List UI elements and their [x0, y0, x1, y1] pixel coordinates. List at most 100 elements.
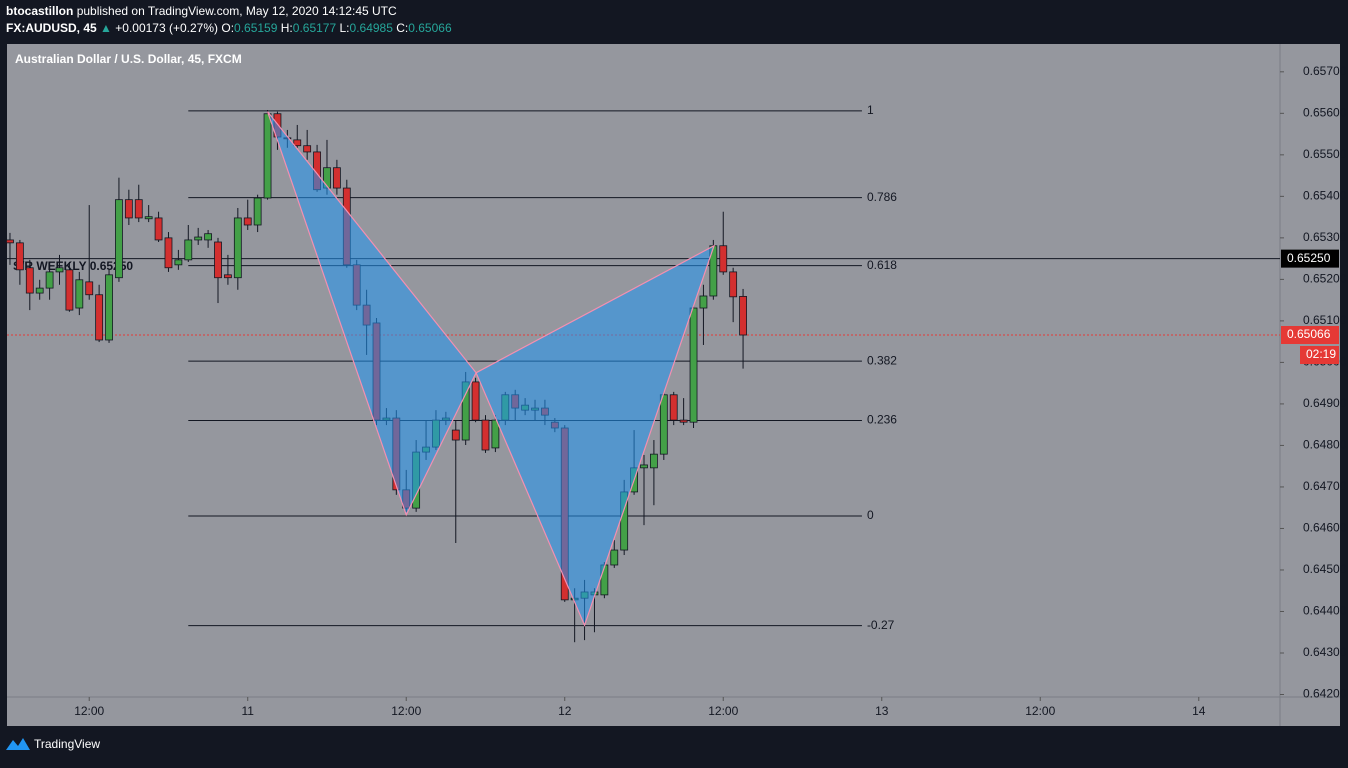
y-tick-label: 0.65400: [1303, 189, 1347, 203]
x-tick-label: 11: [241, 704, 254, 718]
candle-body: [303, 145, 312, 153]
y-tick-label: 0.65200: [1303, 272, 1347, 286]
candle-body: [184, 239, 193, 261]
y-tick-label: 0.64200: [1303, 687, 1347, 701]
candle-body: [233, 217, 242, 279]
y-tick-label: 0.64700: [1303, 479, 1347, 493]
candle-body: [124, 199, 133, 219]
y-tick-label: 0.64900: [1303, 396, 1347, 410]
countdown-label: 02:19: [1306, 347, 1336, 361]
pattern-triangle: [475, 244, 716, 627]
last-price-label: 0.65066: [1287, 327, 1331, 341]
publish-line: btocastillon published on TradingView.co…: [6, 4, 397, 18]
ohlc-key: O:: [221, 21, 234, 35]
sr-label: S/R WEEKLY 0.65250: [13, 259, 133, 273]
candle-body: [154, 217, 163, 241]
candle-body: [85, 281, 94, 296]
candle-body: [224, 274, 232, 279]
candle-body: [659, 394, 668, 455]
fib-label: 0.786: [867, 190, 897, 204]
candle-body: [719, 245, 728, 273]
candle-body: [253, 197, 262, 226]
x-tick-label: 12:00: [1025, 704, 1055, 718]
candle-body: [164, 237, 173, 269]
x-tick-label: 12:00: [708, 704, 738, 718]
candle-body: [174, 259, 183, 266]
candle-body: [610, 549, 619, 566]
brand: TradingView: [34, 737, 100, 751]
ohlc-value: 0.64985: [350, 21, 394, 35]
y-tick-label: 0.64600: [1303, 521, 1347, 535]
ohlc-value: 0.65066: [408, 21, 452, 35]
candle-body: [650, 453, 658, 469]
fib-label: 0.236: [867, 413, 897, 427]
candle-body: [739, 295, 747, 336]
candle-body: [669, 394, 678, 421]
candle-body: [214, 241, 222, 279]
chart-panel: [7, 44, 1340, 726]
last-price-tag: [1281, 326, 1339, 345]
candle-body: [55, 267, 64, 273]
candle-body: [95, 294, 104, 341]
candle-body: [35, 287, 44, 294]
candle-body: [332, 167, 341, 189]
candle-body: [15, 242, 24, 271]
candle-body: [204, 233, 213, 241]
candle-body: [451, 429, 460, 441]
candle-body: [134, 199, 143, 219]
fib-label: 0: [867, 508, 874, 522]
chart-title: Australian Dollar / U.S. Dollar, 45, FXC…: [15, 52, 242, 66]
y-tick-label: 0.65100: [1303, 313, 1347, 327]
logo-icon: [6, 738, 30, 750]
fib-label: 0.618: [867, 258, 897, 272]
x-tick-label: 14: [1192, 704, 1206, 718]
candle-body: [194, 236, 203, 241]
candle-body: [679, 419, 688, 423]
candle-body: [65, 269, 74, 311]
author: btocastillon: [6, 4, 73, 18]
y-tick-label: 0.65300: [1303, 230, 1347, 244]
ohlc-key: L:: [340, 21, 350, 35]
ohlc-key: C:: [396, 21, 408, 35]
y-tick-label: 0.65600: [1303, 105, 1347, 119]
candle-body: [6, 239, 14, 244]
candle-body: [263, 113, 272, 199]
published: published on TradingView.com, May 12, 20…: [77, 4, 397, 18]
x-tick-label: 12: [558, 704, 572, 718]
symbol: FX:AUDUSD, 45: [6, 21, 97, 35]
candle-body: [105, 274, 113, 341]
ohlc-key: H:: [281, 21, 293, 35]
y-tick-label: 0.64400: [1303, 604, 1347, 618]
candle-body: [689, 307, 698, 423]
y-tick-label: 0.64500: [1303, 562, 1347, 576]
y-tick-label: 0.65700: [1303, 64, 1347, 78]
change: +0.00173 (+0.27%): [115, 21, 218, 35]
ohlc-value: 0.65177: [293, 21, 337, 35]
candle-body: [293, 139, 302, 147]
candle-body: [491, 419, 500, 449]
candle-body: [45, 271, 54, 289]
x-tick-label: 13: [875, 704, 889, 718]
y-tick-label: 0.64800: [1303, 438, 1347, 452]
candle-body: [471, 381, 480, 421]
sr-price-tag: [1281, 249, 1339, 268]
pattern-triangle: [266, 111, 477, 517]
fib-label: 0.382: [867, 353, 897, 367]
y-tick-label: 0.64300: [1303, 645, 1347, 659]
ohlc-value: 0.65159: [234, 21, 278, 35]
candle-body: [699, 295, 708, 309]
candle-body: [115, 199, 123, 279]
logo: TradingView: [6, 737, 100, 751]
candle-body: [640, 464, 648, 469]
x-tick-label: 12:00: [74, 704, 104, 718]
candle-body: [144, 216, 153, 220]
candle-body: [481, 419, 490, 451]
candle-body: [25, 267, 34, 294]
sr-price-label: 0.65250: [1287, 251, 1331, 265]
candle-body: [243, 217, 252, 226]
x-tick-label: 12:00: [391, 704, 421, 718]
candle-body: [729, 271, 738, 298]
countdown-tag: [1300, 346, 1339, 365]
